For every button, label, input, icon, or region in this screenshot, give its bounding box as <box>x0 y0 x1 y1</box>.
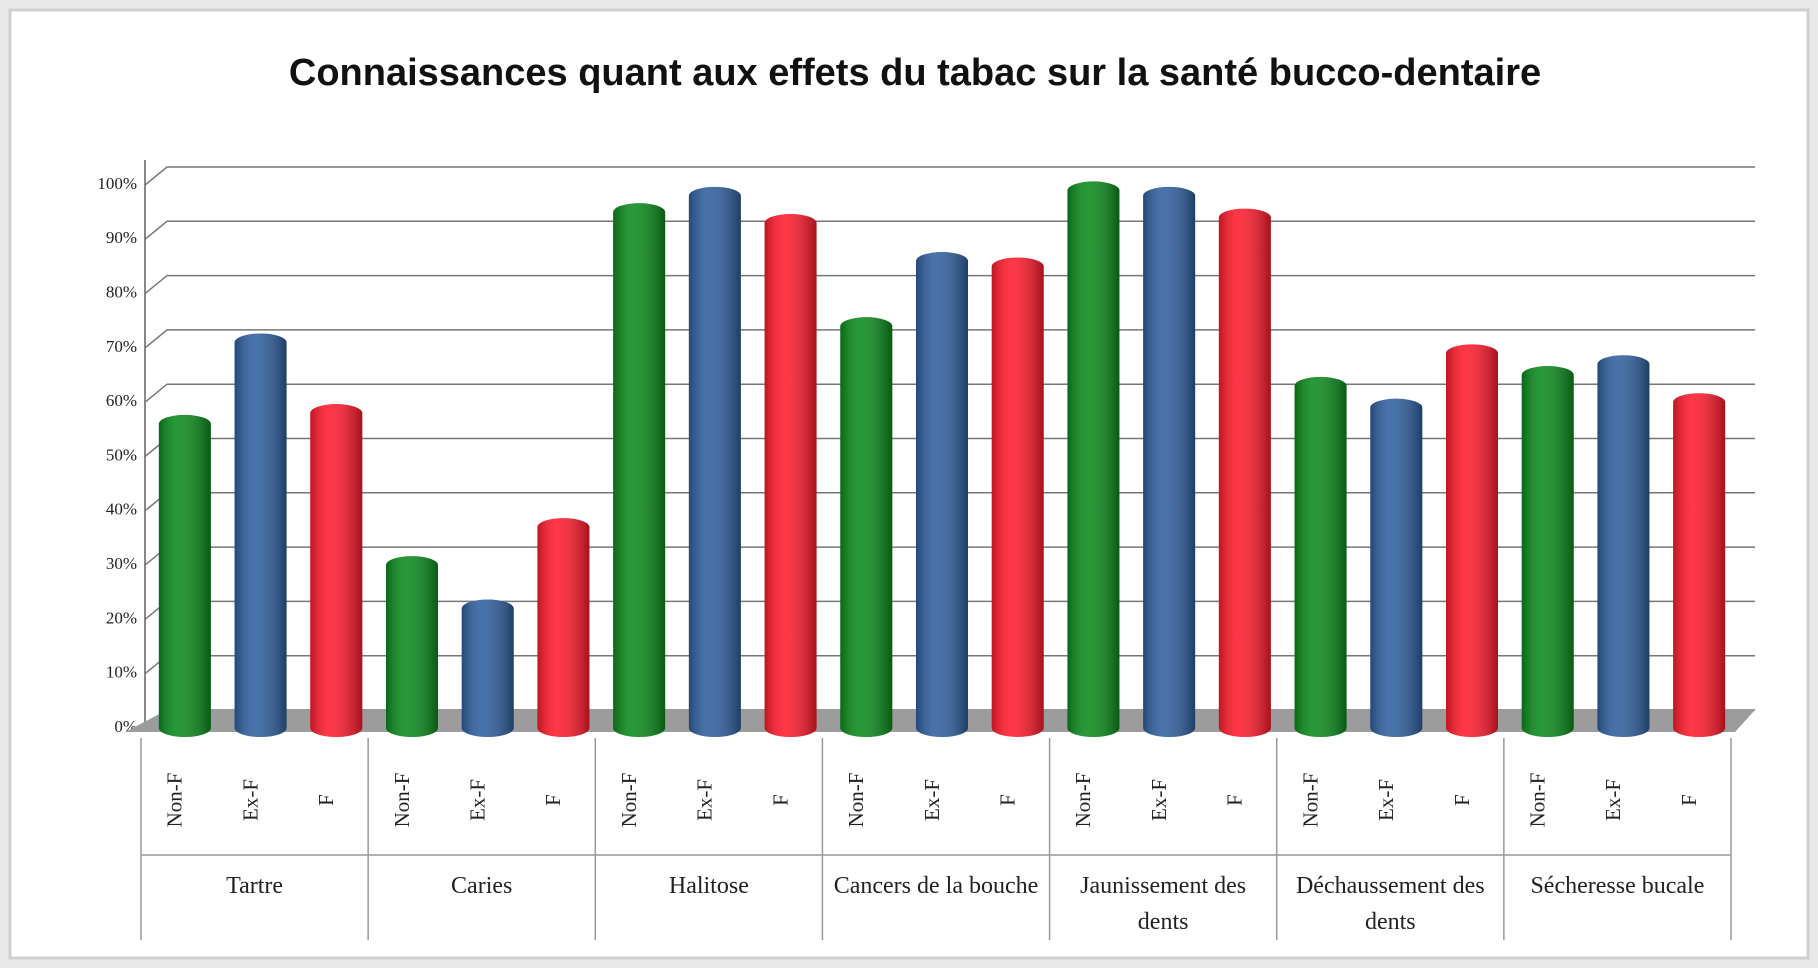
bar-shade <box>613 203 666 738</box>
series-label: Ex-F <box>1147 779 1171 821</box>
y-tick-label: 0% <box>114 717 137 736</box>
category-box: Halitose <box>668 873 749 899</box>
x-tick-label: Halitose <box>668 873 749 899</box>
y-tick-label: 10% <box>106 663 137 682</box>
series-label: F <box>1223 794 1247 806</box>
category-box: Déchaussement des dents <box>1295 873 1485 935</box>
x-tick-label: Jaunissement des dents <box>1080 873 1247 935</box>
bar-shade <box>688 186 741 738</box>
bar-shade <box>461 599 514 738</box>
series-label: F <box>314 794 338 806</box>
series-label: Ex-F <box>1601 779 1625 821</box>
x-tick-label: Tartre <box>226 873 284 899</box>
bar-shade <box>1294 376 1347 738</box>
y-tick-label: 80% <box>106 283 137 302</box>
bar-shade <box>234 333 287 737</box>
x-tick-label: Sécheresse bucale <box>1530 873 1705 899</box>
y-tick-label: 70% <box>106 337 137 356</box>
series-label: Non-F <box>1526 773 1550 828</box>
bar-shade <box>1067 181 1120 738</box>
bar-shade <box>1143 186 1196 738</box>
y-tick-label: 20% <box>106 608 137 627</box>
y-tick-label: 90% <box>106 228 137 247</box>
series-label: F <box>541 794 565 806</box>
bar-shade <box>386 556 438 737</box>
y-tick-label: 100% <box>97 174 137 193</box>
bar-shade <box>991 257 1044 737</box>
bar-shade <box>1446 344 1498 737</box>
series-label: Ex-F <box>466 779 490 821</box>
series-label: Non-F <box>844 773 868 828</box>
y-tick-label: 50% <box>106 445 137 464</box>
x-tick-label: Caries <box>451 873 513 899</box>
series-label: Non-F <box>617 773 641 828</box>
bar-shade <box>1370 398 1423 738</box>
chart-title: Connaissances quant aux effets du tabac … <box>289 52 1541 94</box>
bar-shade <box>1218 208 1271 738</box>
category-box: Cancers de la bouche <box>833 873 1039 899</box>
series-label: Ex-F <box>1374 779 1398 821</box>
frame <box>8 8 1810 960</box>
series-label: Non-F <box>163 773 187 828</box>
series-label: Ex-F <box>238 779 262 821</box>
grid-line <box>144 166 1755 186</box>
category-box: Sécheresse bucale <box>1530 873 1705 899</box>
series-label: F <box>1450 794 1474 806</box>
series-label: Non-F <box>390 773 414 828</box>
bar-shade <box>1597 355 1650 738</box>
bar-shade <box>916 252 968 737</box>
x-tick-label: Déchaussement des dents <box>1295 873 1485 935</box>
bar-shade <box>764 214 817 738</box>
category-box: Jaunissement des dents <box>1080 873 1247 935</box>
series-label: F <box>996 794 1020 806</box>
series-label: F <box>1677 794 1701 806</box>
bar-shade <box>840 317 893 738</box>
series-label: Non-F <box>1071 773 1095 828</box>
bar-shade <box>1673 393 1726 738</box>
x-tick-label: Cancers de la bouche <box>833 873 1039 899</box>
y-tick-label: 40% <box>106 500 137 519</box>
category-box: Tartre <box>226 873 284 899</box>
series-label: Ex-F <box>920 779 944 821</box>
y-tick-label: 30% <box>106 554 137 573</box>
category-box: Caries <box>451 873 513 899</box>
series-label: F <box>768 794 792 806</box>
y-tick-label: 60% <box>106 391 137 410</box>
bar-shade <box>310 404 363 738</box>
series-label: Ex-F <box>693 779 717 821</box>
bar-shade <box>1521 366 1574 738</box>
series-label: Non-F <box>1298 773 1322 828</box>
bar-shade <box>158 414 211 738</box>
bar-shade <box>537 518 590 738</box>
